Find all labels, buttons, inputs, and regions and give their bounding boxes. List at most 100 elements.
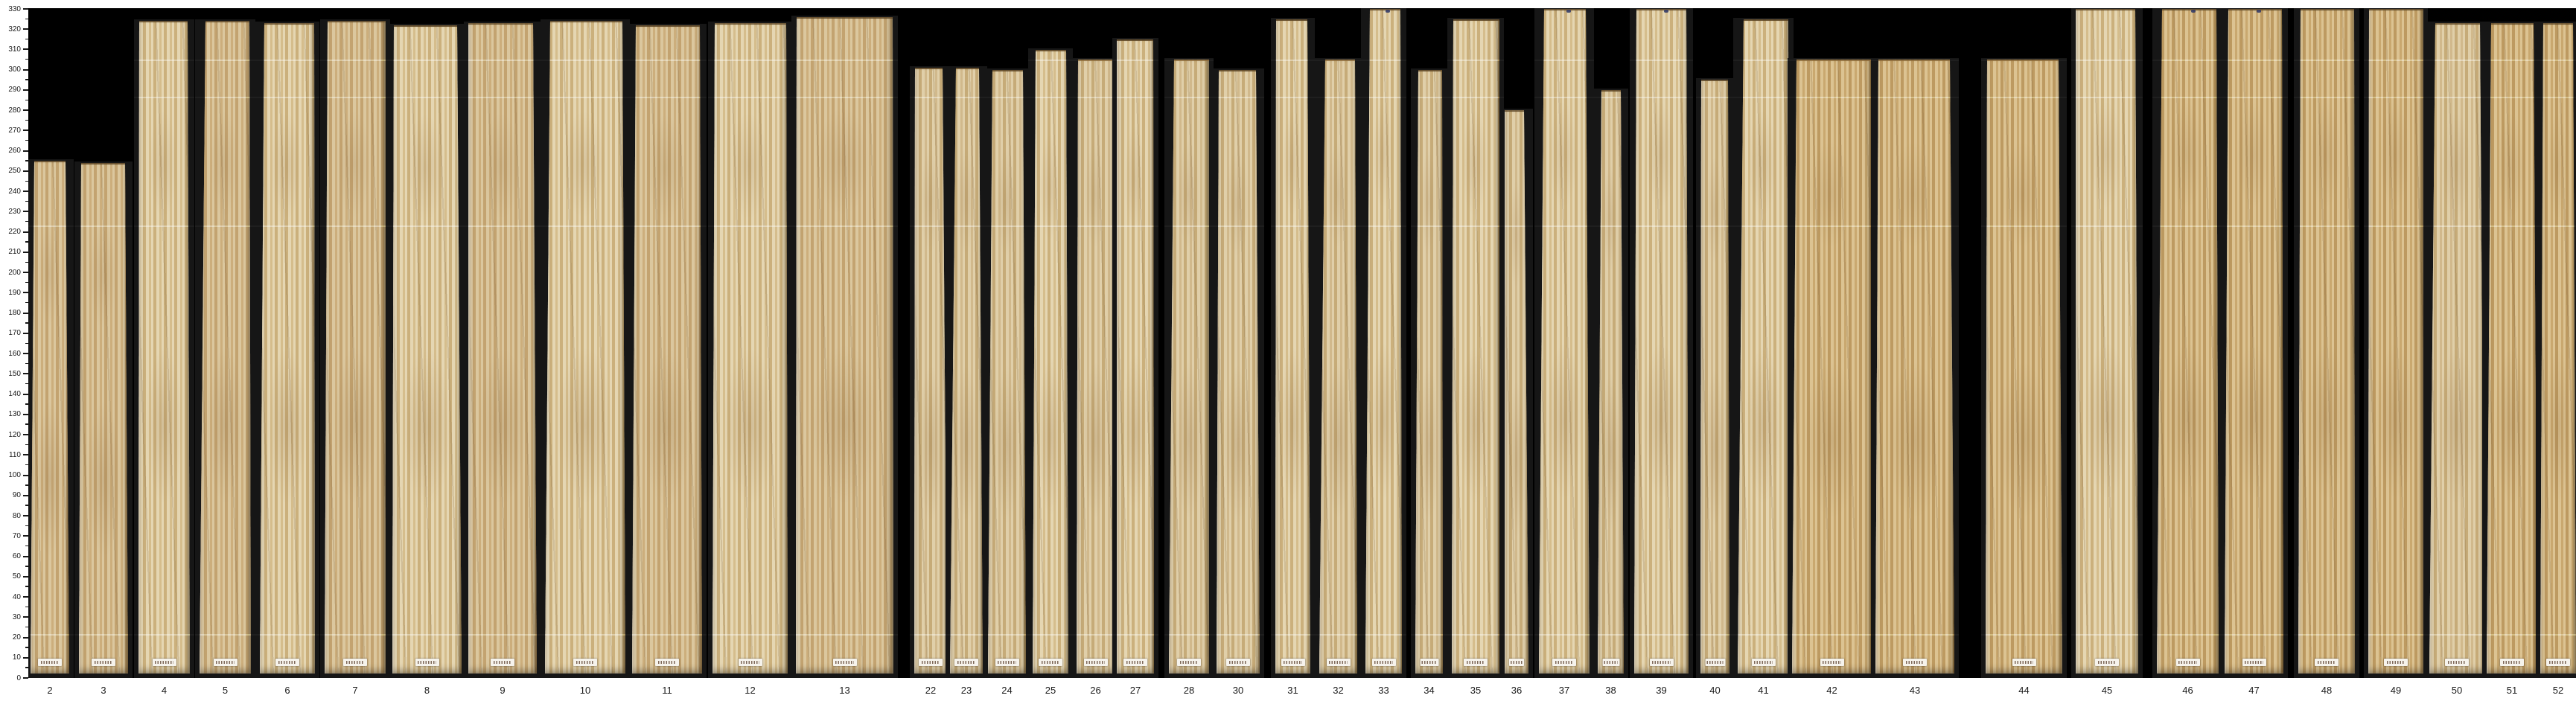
board-plank-48[interactable]: [2298, 9, 2355, 674]
board-number-label-22: 22: [925, 685, 937, 696]
board-plank-5[interactable]: [200, 21, 251, 674]
board-plank-7[interactable]: [325, 21, 386, 674]
ruler-minor-tick: [25, 484, 28, 486]
barcode-label-chip: [1372, 659, 1396, 666]
ruler-minor-tick: [25, 667, 28, 668]
ruler-tick-label: 70: [12, 531, 21, 540]
ruler-major-tick: [23, 170, 28, 172]
board-plank-3[interactable]: [79, 163, 128, 674]
ruler-minor-tick: [25, 180, 28, 182]
ruler-major-tick: [23, 231, 28, 233]
board-plank-52[interactable]: [2540, 23, 2576, 674]
ruler-minor-tick: [25, 281, 28, 284]
board-plank-36[interactable]: [1505, 110, 1528, 674]
board-plank-12[interactable]: [712, 23, 788, 674]
board-plank-43[interactable]: [1875, 60, 1954, 674]
board-plank-49[interactable]: [2368, 9, 2423, 674]
board-number-label-38: 38: [1605, 685, 1616, 696]
barcode-label-chip: [2546, 659, 2570, 666]
ruler-major-tick: [23, 191, 28, 193]
board-plank-2[interactable]: [31, 161, 69, 674]
board-plank-10[interactable]: [545, 21, 625, 674]
board-number-label-49: 49: [2390, 685, 2402, 696]
board-plank-34[interactable]: [1415, 70, 1443, 674]
ruler-minor-tick: [25, 464, 28, 466]
barcode-label-chip: [1464, 659, 1488, 666]
barcode-label-chip: [2176, 659, 2200, 666]
board-plank-42[interactable]: [1792, 60, 1872, 674]
board-plank-38[interactable]: [1598, 90, 1624, 674]
board-number-label-34: 34: [1424, 685, 1435, 696]
ruler-major-tick: [23, 373, 28, 375]
ruler-tick-label: 150: [8, 369, 21, 378]
board-plank-24[interactable]: [988, 70, 1026, 674]
board-plank-27[interactable]: [1117, 39, 1154, 674]
board-number-label-7: 7: [352, 685, 358, 696]
board-number-label-12: 12: [745, 685, 756, 696]
ruler-minor-tick: [25, 525, 28, 527]
ruler-minor-tick: [25, 383, 28, 385]
ruler-major-tick: [23, 555, 28, 557]
barcode-label-chip: [38, 659, 62, 666]
ruler-minor-tick: [25, 302, 28, 304]
barcode-label-chip: [739, 659, 762, 666]
ruler-tick-label: 120: [8, 430, 21, 439]
board-number-label-5: 5: [222, 685, 229, 696]
board-plank-11[interactable]: [632, 25, 702, 674]
ruler-tick-label: 220: [8, 228, 21, 237]
board-plank-26[interactable]: [1077, 60, 1115, 674]
ruler-major-tick: [23, 515, 28, 517]
ruler-tick-label: 300: [8, 65, 21, 74]
board-plank-45[interactable]: [2076, 9, 2138, 674]
board-plank-35[interactable]: [1452, 19, 1499, 674]
board-plank-13[interactable]: [796, 17, 893, 674]
board-plank-47[interactable]: [2225, 9, 2283, 674]
board-plank-6[interactable]: [260, 23, 315, 674]
board-plank-9[interactable]: [468, 23, 537, 674]
ruler-major-tick: [23, 474, 28, 476]
board-plank-37[interactable]: [1539, 9, 1590, 674]
board-plank-22[interactable]: [914, 68, 947, 674]
barcode-label-chip: [1327, 659, 1351, 666]
ruler-major-tick: [23, 272, 28, 274]
board-plank-39[interactable]: [1634, 9, 1689, 674]
board-plank-33[interactable]: [1365, 9, 1402, 674]
board-plank-51[interactable]: [2487, 23, 2537, 674]
ruler-tick-label: 160: [8, 349, 21, 358]
board-plank-40[interactable]: [1700, 80, 1729, 674]
board-plank-41[interactable]: [1738, 19, 1789, 674]
barcode-label-chip: [1177, 659, 1201, 666]
board-plank-31[interactable]: [1275, 19, 1310, 674]
board-plank-50[interactable]: [2429, 23, 2484, 674]
barcode-label-chip: [2384, 659, 2408, 666]
board-number-label-43: 43: [1909, 685, 1921, 696]
ruler-minor-tick: [25, 221, 28, 223]
board-plank-4[interactable]: [138, 21, 190, 674]
board-plank-28[interactable]: [1169, 60, 1209, 674]
board-number-label-13: 13: [839, 685, 850, 696]
board-number-label-40: 40: [1709, 685, 1721, 696]
board-plank-44[interactable]: [1986, 60, 2062, 674]
barcode-label-chip: [92, 659, 115, 666]
ruler-tick-label: 170: [8, 329, 21, 338]
board-plank-25[interactable]: [1033, 50, 1068, 674]
barcode-label-chip: [2095, 659, 2119, 666]
barcode-label-chip: [214, 659, 237, 666]
ruler-major-tick: [23, 454, 28, 456]
ruler-tick-label: 290: [8, 86, 21, 95]
board-number-label-32: 32: [1333, 685, 1344, 696]
board-plank-32[interactable]: [1319, 60, 1357, 674]
board-number-label-50: 50: [2451, 685, 2463, 696]
ruler-tick-label: 280: [8, 106, 21, 115]
board-plank-23[interactable]: [950, 68, 983, 674]
board-number-label-11: 11: [662, 685, 672, 696]
barcode-label-chip: [1420, 659, 1438, 666]
board-plank-30[interactable]: [1217, 70, 1260, 674]
barcode-label-chip: [2500, 659, 2524, 666]
ruler-major-tick: [23, 535, 28, 537]
ruler-minor-tick: [25, 241, 28, 243]
ruler-major-tick: [23, 677, 28, 679]
board-plank-8[interactable]: [392, 25, 462, 674]
board-plank-46[interactable]: [2157, 9, 2219, 674]
barcode-label-chip: [343, 659, 367, 666]
